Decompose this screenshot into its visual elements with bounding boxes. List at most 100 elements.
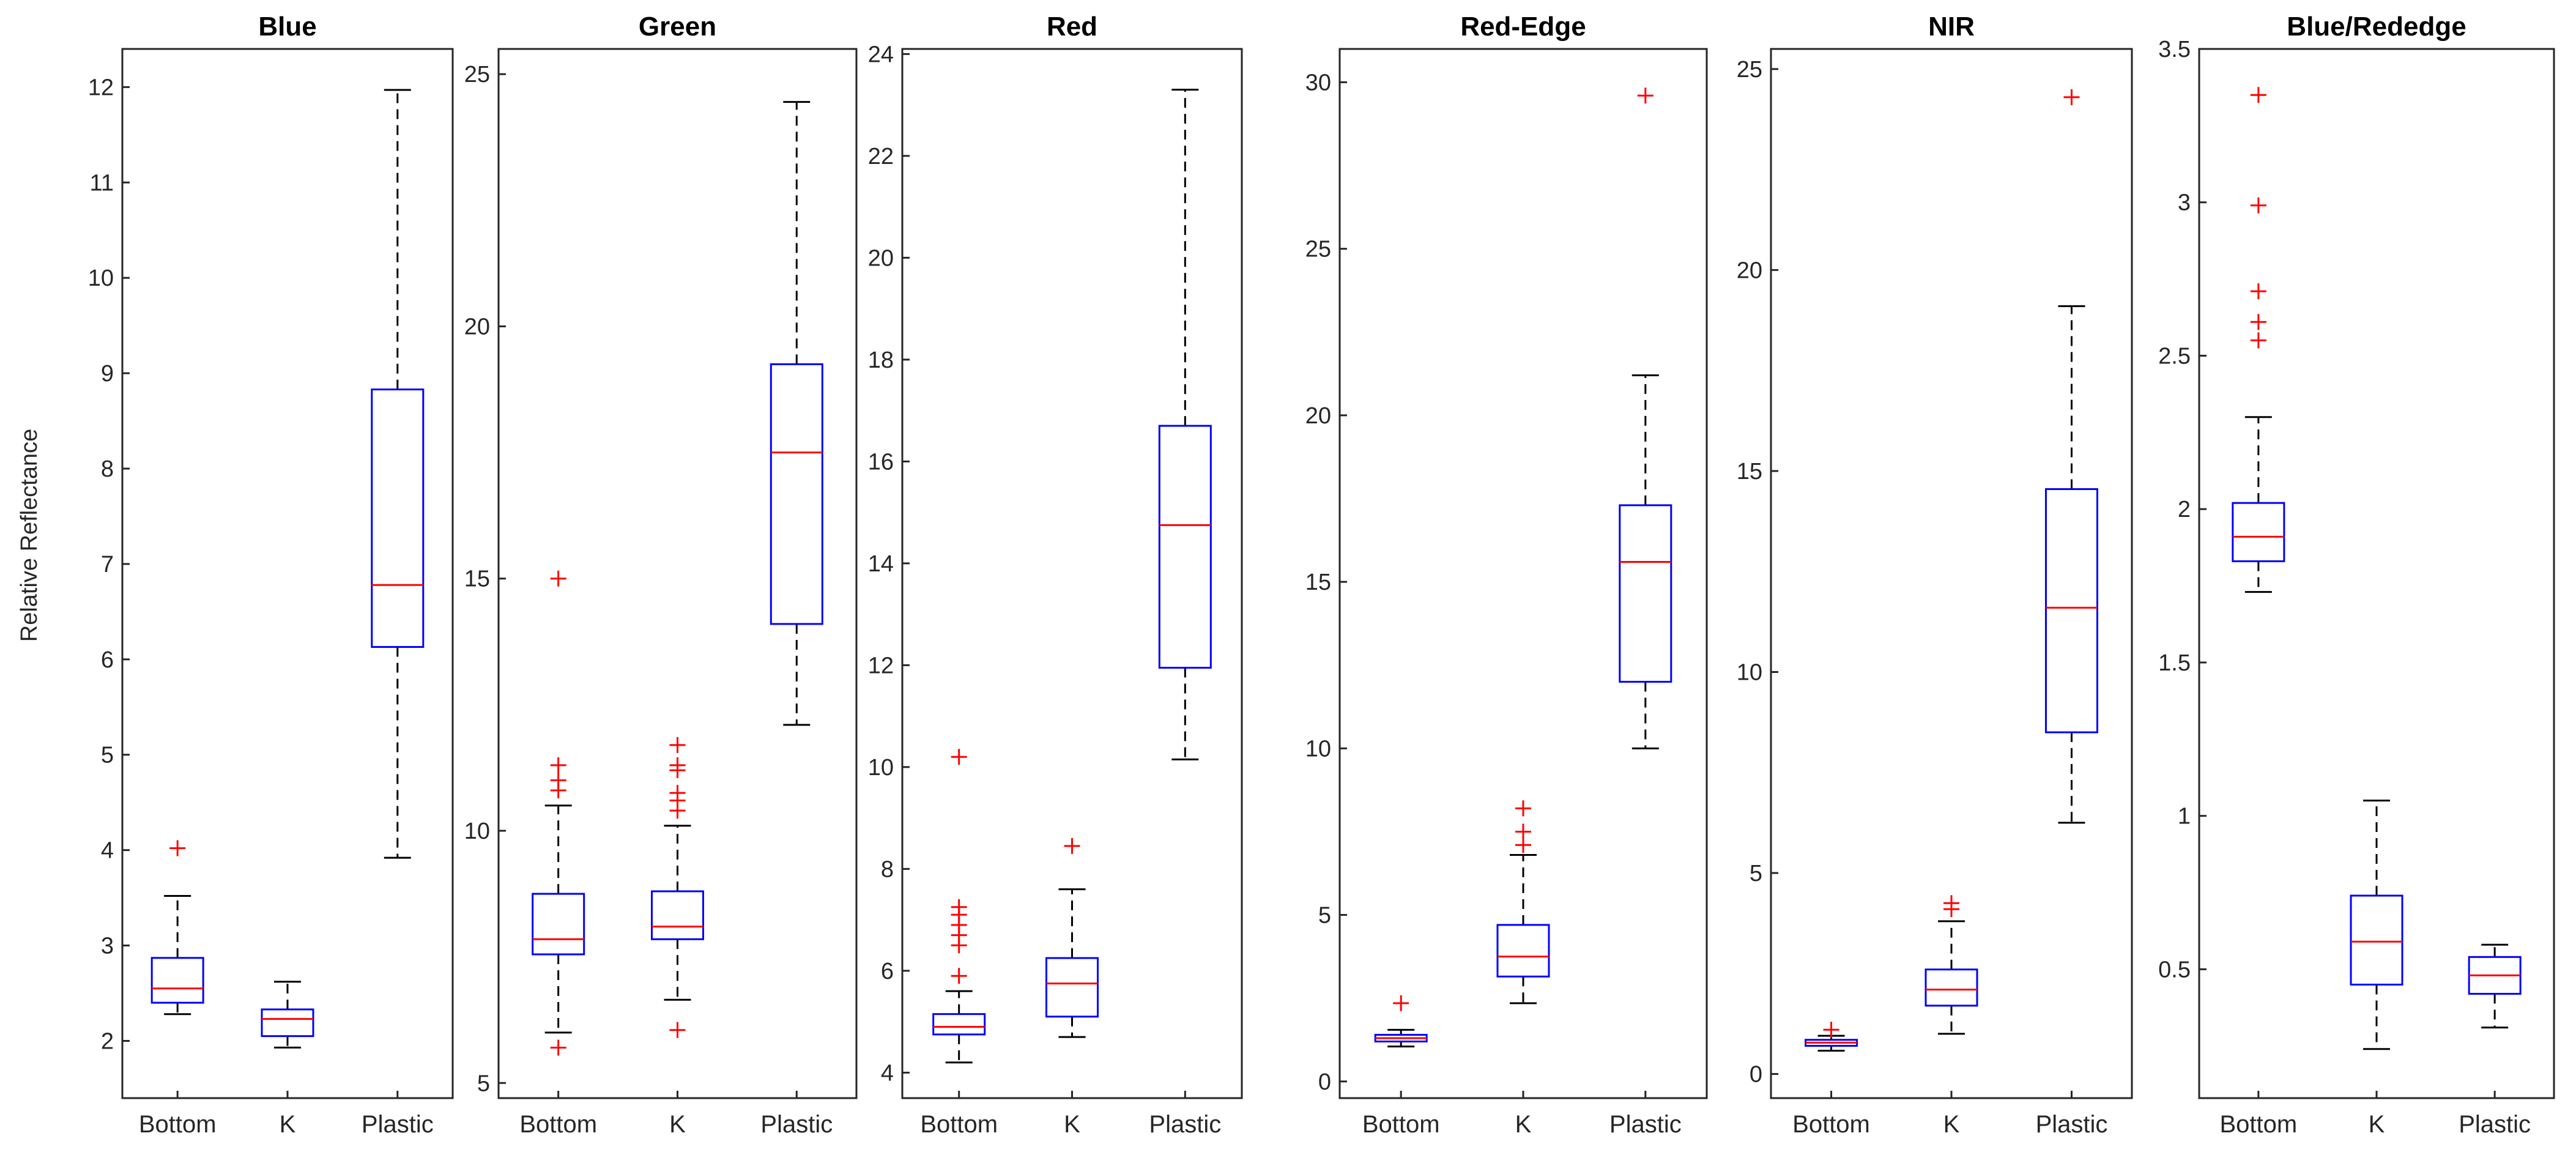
y-tick-label: 9 <box>101 361 114 387</box>
outlier-marker <box>2250 314 2266 330</box>
box-plastic <box>1619 504 1672 683</box>
box-k <box>2350 894 2403 986</box>
y-tick-label: 8 <box>881 856 894 882</box>
y-tick-label: 10 <box>868 755 894 781</box>
x-tick-label: Plastic <box>1149 1111 1221 1138</box>
outlier-marker <box>1393 995 1409 1011</box>
x-tick-label: Bottom <box>2220 1111 2298 1138</box>
outlier-marker <box>669 785 686 801</box>
panel-title: Red <box>1047 12 1097 42</box>
x-tick-label: Bottom <box>519 1111 597 1138</box>
x-tick-label: Plastic <box>1609 1111 1682 1138</box>
y-tick-label: 30 <box>1305 70 1331 95</box>
box-bottom <box>532 893 585 956</box>
panel-title: Green <box>639 12 716 42</box>
outlier-marker <box>1637 87 1654 104</box>
y-tick-label: 20 <box>868 245 894 271</box>
y-tick-label: 25 <box>1305 237 1331 262</box>
y-tick-label: 3.5 <box>2158 37 2191 62</box>
box-bottom <box>932 1013 986 1036</box>
outlier-marker <box>1515 800 1531 817</box>
y-tick-label: 0 <box>1318 1069 1331 1095</box>
y-tick-label: 0 <box>1750 1062 1762 1088</box>
y-tick-label: 15 <box>1305 570 1331 595</box>
outlier-marker <box>169 840 186 856</box>
y-tick-label: 16 <box>868 449 894 475</box>
outlier-marker <box>951 749 967 765</box>
box-plastic <box>770 363 823 625</box>
axes-frame <box>121 48 454 1099</box>
x-tick-label: K <box>1064 1111 1080 1138</box>
y-tick-label: 3 <box>101 934 114 959</box>
outlier-marker <box>1515 837 1531 853</box>
panel-2: Red 4 6 8 10 12 14 16 18 20 22 24 Bottom K Plastic <box>868 12 1243 1138</box>
y-tick-label: 15 <box>464 566 490 592</box>
box-k <box>1045 957 1099 1018</box>
outlier-marker <box>1823 1022 1839 1038</box>
y-tick-label: 10 <box>464 819 490 844</box>
y-tick-label: 5 <box>101 743 114 768</box>
y-tick-label: 20 <box>1305 403 1331 429</box>
outlier-marker <box>951 899 967 915</box>
box-k <box>1925 968 1978 1007</box>
y-tick-label: 22 <box>868 144 894 169</box>
outlier-marker <box>951 968 967 984</box>
y-tick-label: 4 <box>881 1060 894 1086</box>
outlier-marker <box>1064 837 1080 854</box>
y-tick-label: 10 <box>1737 659 1762 685</box>
outlier-marker <box>669 757 686 773</box>
outlier-marker <box>1943 895 1959 912</box>
y-tick-label: 10 <box>1305 736 1331 762</box>
y-tick-label: 12 <box>868 653 894 678</box>
y-tick-label: 6 <box>881 959 894 984</box>
x-tick-label: Plastic <box>362 1111 434 1138</box>
box-bottom <box>150 957 204 1004</box>
y-tick-label: 5 <box>477 1071 490 1096</box>
axes-frame <box>1338 48 1708 1099</box>
box-bottom <box>2232 502 2285 562</box>
x-tick-label: K <box>669 1111 686 1138</box>
y-tick-label: 20 <box>1737 258 1762 283</box>
y-axis-label: Relative Reflectance <box>17 429 42 642</box>
x-tick-label: Bottom <box>920 1111 998 1138</box>
panel-1: Green 5 10 15 20 25 Bottom K Plastic <box>464 12 858 1138</box>
x-tick-label: K <box>1943 1111 1960 1138</box>
y-tick-label: 14 <box>868 551 894 577</box>
y-tick-label: 10 <box>88 266 114 291</box>
y-tick-label: 5 <box>1750 861 1762 886</box>
axes-frame <box>1770 48 2133 1099</box>
y-tick-label: 5 <box>1318 903 1331 929</box>
box-k <box>651 890 704 940</box>
box-plastic <box>1158 425 1212 669</box>
outlier-marker <box>2250 283 2266 300</box>
y-tick-label: 8 <box>101 456 114 482</box>
y-tick-label: 18 <box>868 347 894 373</box>
panel-title: NIR <box>1928 12 1975 42</box>
x-tick-label: Bottom <box>1362 1111 1440 1138</box>
x-tick-label: K <box>1515 1111 1532 1138</box>
panel-title: Blue <box>258 12 316 42</box>
panel-3: Red-Edge 0 5 10 15 20 25 30 Bottom K Plastic <box>1305 12 1708 1138</box>
x-tick-label: Plastic <box>2036 1111 2108 1138</box>
x-tick-label: K <box>280 1111 296 1138</box>
y-tick-label: 11 <box>90 170 114 196</box>
box-k <box>1496 924 1550 978</box>
outlier-marker <box>2250 197 2266 214</box>
outlier-marker <box>2250 87 2266 103</box>
x-tick-label: Bottom <box>1792 1111 1870 1138</box>
y-tick-label: 15 <box>1737 459 1762 485</box>
y-tick-label: 20 <box>464 314 490 340</box>
y-tick-label: 25 <box>1737 57 1762 83</box>
outlier-marker <box>550 772 566 789</box>
x-tick-label: Bottom <box>139 1111 217 1138</box>
panel-0: Blue 2 3 4 5 6 7 8 9 10 11 12 Bottom K Plastic <box>88 12 454 1138</box>
outlier-marker <box>550 1039 566 1056</box>
panel-title: Red-Edge <box>1460 12 1586 42</box>
panel-4: NIR 0 5 10 15 20 25 Bottom K Plastic <box>1737 12 2133 1138</box>
y-tick-label: 24 <box>868 42 894 67</box>
box-plastic <box>371 388 425 648</box>
outlier-marker <box>550 757 566 773</box>
y-tick-label: 1.5 <box>2158 650 2191 676</box>
y-tick-label: 0.5 <box>2158 957 2191 982</box>
